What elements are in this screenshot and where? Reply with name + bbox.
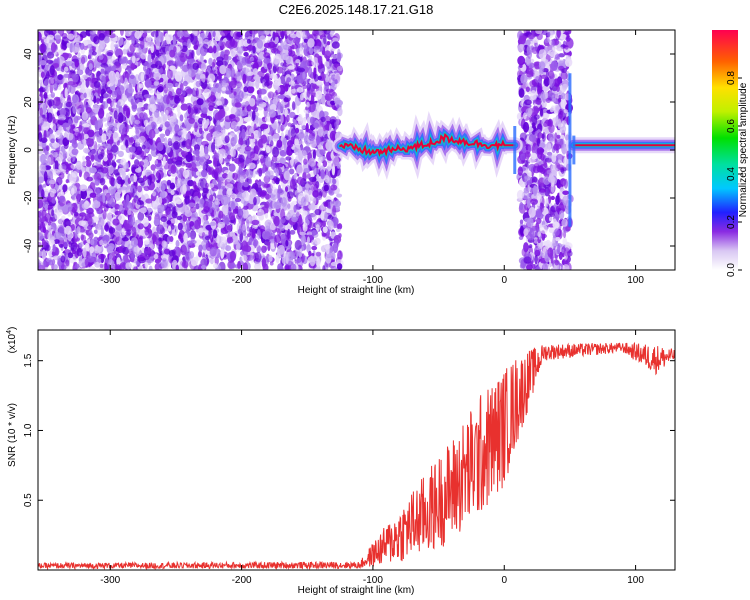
top-x-axis-label: Height of straight line (km) — [298, 285, 415, 296]
x-tick-label: -200 — [232, 575, 252, 586]
snr-panel: -300 -200 -100 0 100 0.5 1.0 1.5 Height of str… — [6, 327, 676, 596]
x-tick-label: -100 — [363, 275, 383, 286]
y-tick-label: 20 — [23, 96, 34, 108]
y-tick-label: 0 — [23, 147, 34, 153]
colorbar-gradient — [712, 30, 738, 270]
y-tick-label: -40 — [23, 238, 34, 253]
colorbar-tick-label: 0.0 — [726, 263, 737, 277]
y-tick-label: -20 — [23, 190, 34, 205]
x-tick-label: -200 — [232, 275, 252, 286]
x-tick-label: -100 — [363, 575, 383, 586]
x-tick-label: 0 — [501, 575, 507, 586]
colorbar-tick-label: 0.2 — [726, 215, 737, 229]
top-y-axis-label: Frequency (Hz) — [7, 116, 18, 185]
y-tick-label: 40 — [23, 48, 34, 60]
x-tick-label: -300 — [100, 275, 120, 286]
bottom-y-axis-label: SNR (10 * v/v) — [7, 403, 18, 467]
x-tick-label: 0 — [501, 275, 507, 286]
y-tick-label: 1.0 — [23, 423, 34, 437]
colorbar-tick-label: 0.4 — [726, 167, 737, 181]
snr-series-line — [38, 341, 675, 570]
colorbar-tick-label: 0.8 — [726, 71, 737, 85]
x-tick-label: 100 — [627, 575, 644, 586]
colorbar: 0.0 0.2 0.4 0.6 0.8 Normalized spectral ampl… — [712, 30, 749, 277]
colorbar-tick-label: 0.6 — [726, 119, 737, 133]
bottom-y-scale-note: (x104) — [6, 327, 18, 354]
figure-title: C2E6.2025.148.17.21.G18 — [279, 2, 434, 17]
x-tick-label: -300 — [100, 575, 120, 586]
bottom-x-axis-label: Height of straight line (km) — [298, 585, 415, 596]
x-tick-label: 100 — [627, 275, 644, 286]
colorbar-label: Normalized spectral amplitude — [738, 82, 749, 217]
y-tick-label: 0.5 — [23, 493, 34, 507]
y-tick-label: 1.5 — [23, 353, 34, 367]
snr-frame — [37, 329, 676, 571]
